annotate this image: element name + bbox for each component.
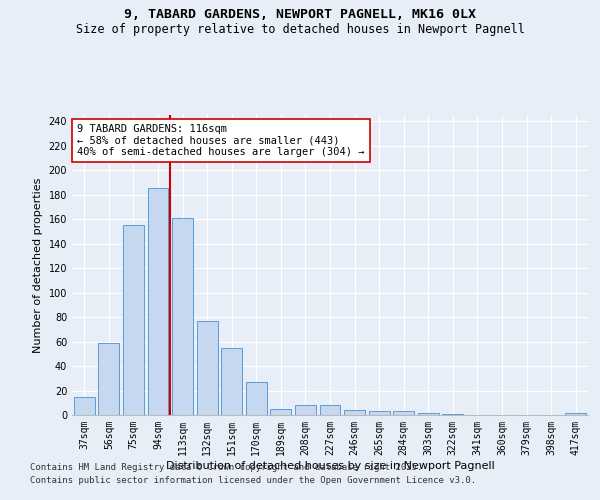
- Bar: [197, 320, 218, 415]
- Bar: [368, 412, 389, 415]
- Bar: [565, 412, 586, 415]
- Bar: [74, 396, 95, 415]
- Text: 9 TABARD GARDENS: 116sqm
← 58% of detached houses are smaller (443)
40% of semi-: 9 TABARD GARDENS: 116sqm ← 58% of detach…: [77, 124, 365, 157]
- Bar: [98, 343, 119, 415]
- Bar: [271, 409, 292, 415]
- Text: 9, TABARD GARDENS, NEWPORT PAGNELL, MK16 0LX: 9, TABARD GARDENS, NEWPORT PAGNELL, MK16…: [124, 8, 476, 20]
- Bar: [246, 382, 267, 415]
- Bar: [172, 218, 193, 415]
- Bar: [320, 405, 340, 415]
- Bar: [295, 405, 316, 415]
- Bar: [442, 414, 463, 415]
- Text: Contains public sector information licensed under the Open Government Licence v3: Contains public sector information licen…: [30, 476, 476, 485]
- Bar: [418, 412, 439, 415]
- Y-axis label: Number of detached properties: Number of detached properties: [33, 178, 43, 352]
- Text: Size of property relative to detached houses in Newport Pagnell: Size of property relative to detached ho…: [76, 22, 524, 36]
- Bar: [148, 188, 169, 415]
- X-axis label: Distribution of detached houses by size in Newport Pagnell: Distribution of detached houses by size …: [166, 460, 494, 470]
- Bar: [393, 412, 414, 415]
- Text: Contains HM Land Registry data © Crown copyright and database right 2025.: Contains HM Land Registry data © Crown c…: [30, 464, 422, 472]
- Bar: [123, 225, 144, 415]
- Bar: [221, 348, 242, 415]
- Bar: [344, 410, 365, 415]
